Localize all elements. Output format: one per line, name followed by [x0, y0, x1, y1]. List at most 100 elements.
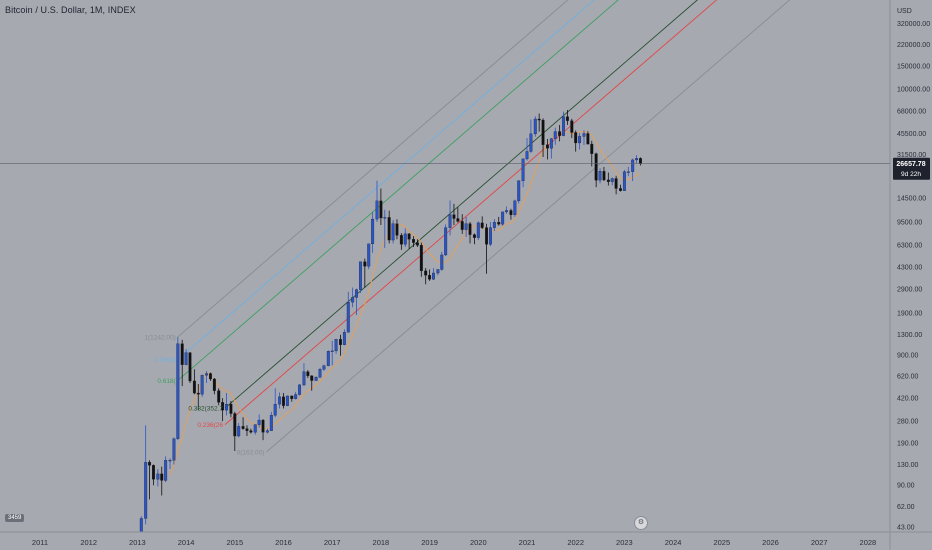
- candle-body: [558, 131, 562, 136]
- candle-body: [570, 120, 574, 133]
- candle-body: [257, 419, 261, 425]
- candle-body: [383, 217, 387, 219]
- candle-body: [282, 396, 285, 406]
- candle-body: [188, 352, 192, 382]
- x-tick-label: 2023: [616, 538, 633, 547]
- x-tick-label: 2011: [32, 538, 48, 547]
- candle-body: [610, 178, 614, 182]
- candle-body: [448, 214, 452, 228]
- candle-body: [322, 365, 326, 370]
- fib-label-0618: 0.618(: [157, 378, 176, 385]
- candle-body: [444, 227, 448, 256]
- candle-body: [330, 350, 334, 352]
- candle-body: [635, 158, 639, 161]
- candle-body: [468, 223, 472, 235]
- candle-body: [208, 373, 212, 380]
- candle-body: [314, 377, 318, 381]
- fib-label-0786: 0.786(9: [154, 357, 176, 364]
- candle-body: [501, 211, 505, 225]
- y-tick-label: 280.00: [897, 419, 919, 426]
- candle-body: [221, 402, 225, 411]
- candle-body: [265, 430, 269, 433]
- candle-body: [622, 171, 626, 191]
- candle-body: [476, 222, 480, 238]
- candle-body: [619, 188, 622, 191]
- y-tick-label: 14500.00: [897, 196, 926, 203]
- candle-body: [509, 210, 513, 215]
- candle-body: [156, 473, 160, 480]
- fib-label-0: 0(162.00): [237, 450, 265, 457]
- candle-body: [407, 233, 411, 240]
- candle-body: [586, 133, 590, 145]
- y-tick-label: 1900.00: [897, 310, 922, 317]
- candle-body: [346, 301, 350, 333]
- candle-body: [342, 332, 346, 345]
- candle-body: [525, 151, 529, 160]
- candle-body: [428, 275, 432, 280]
- candle-body: [212, 378, 216, 391]
- candle-body: [598, 171, 602, 181]
- chart-title: Bitcoin / U.S. Dollar, 1M, INDEX: [5, 5, 136, 15]
- candle-body: [399, 235, 403, 245]
- candle-body: [452, 214, 456, 219]
- candle-body: [565, 116, 569, 121]
- candle-body: [302, 371, 306, 386]
- candle-body: [144, 462, 148, 519]
- candle-body: [395, 223, 399, 236]
- y-tick-label: 9500.00: [897, 219, 922, 226]
- candle-body: [355, 289, 358, 298]
- candle-body: [639, 158, 642, 164]
- y-axis-unit: USD: [897, 8, 912, 15]
- x-tick-label: 2024: [665, 538, 682, 547]
- candle-body: [582, 133, 586, 137]
- candle-body: [590, 143, 594, 154]
- candle-body: [387, 217, 391, 241]
- x-tick-label: 2026: [762, 538, 779, 547]
- candle-body: [139, 518, 143, 532]
- candle-body: [339, 339, 342, 345]
- candle-body: [285, 395, 289, 406]
- x-tick-label: 2018: [373, 538, 390, 547]
- y-tick-label: 2900.00: [897, 287, 922, 294]
- candle-body: [432, 272, 435, 280]
- candle-body: [533, 118, 537, 135]
- candle-body: [241, 426, 245, 429]
- candle-body: [574, 132, 578, 144]
- candle-body: [160, 473, 164, 481]
- candle-body: [480, 222, 484, 228]
- candle-body: [306, 371, 310, 376]
- candle-body: [180, 343, 184, 365]
- candle-body: [375, 200, 379, 220]
- candle-body: [492, 222, 496, 228]
- x-tick-label: 2028: [860, 538, 877, 547]
- x-tick-label: 2021: [519, 538, 536, 547]
- fib-line-0236: [224, 0, 718, 425]
- moving-average-line: [169, 130, 641, 476]
- y-tick-label: 620.00: [897, 374, 919, 381]
- x-tick-label: 2015: [226, 538, 243, 547]
- y-tick-label: 100000.00: [897, 87, 930, 94]
- candle-body: [225, 403, 228, 411]
- gear-icon[interactable]: ⚙: [634, 516, 648, 530]
- candle-body: [614, 178, 618, 189]
- candle-body: [436, 269, 440, 274]
- candle-body: [424, 270, 428, 276]
- x-tick-label: 2019: [421, 538, 438, 547]
- fib-line-1: [177, 0, 569, 338]
- fib-line-0786: [177, 0, 595, 361]
- candle-body: [412, 239, 415, 243]
- candle-body: [184, 352, 188, 365]
- candle-body: [626, 171, 630, 173]
- candle-body: [249, 430, 253, 433]
- candle-body: [517, 180, 521, 202]
- y-tick-label: 130.00: [897, 462, 919, 469]
- candle-body: [606, 179, 610, 182]
- candle-body: [298, 384, 302, 395]
- y-tick-label: 43.00: [897, 524, 915, 531]
- y-tick-label: 68000.00: [897, 108, 926, 115]
- candle-body: [578, 136, 582, 144]
- candle-body: [485, 227, 489, 245]
- plot-area: [139, 0, 791, 532]
- x-tick-label: 2027: [811, 538, 828, 547]
